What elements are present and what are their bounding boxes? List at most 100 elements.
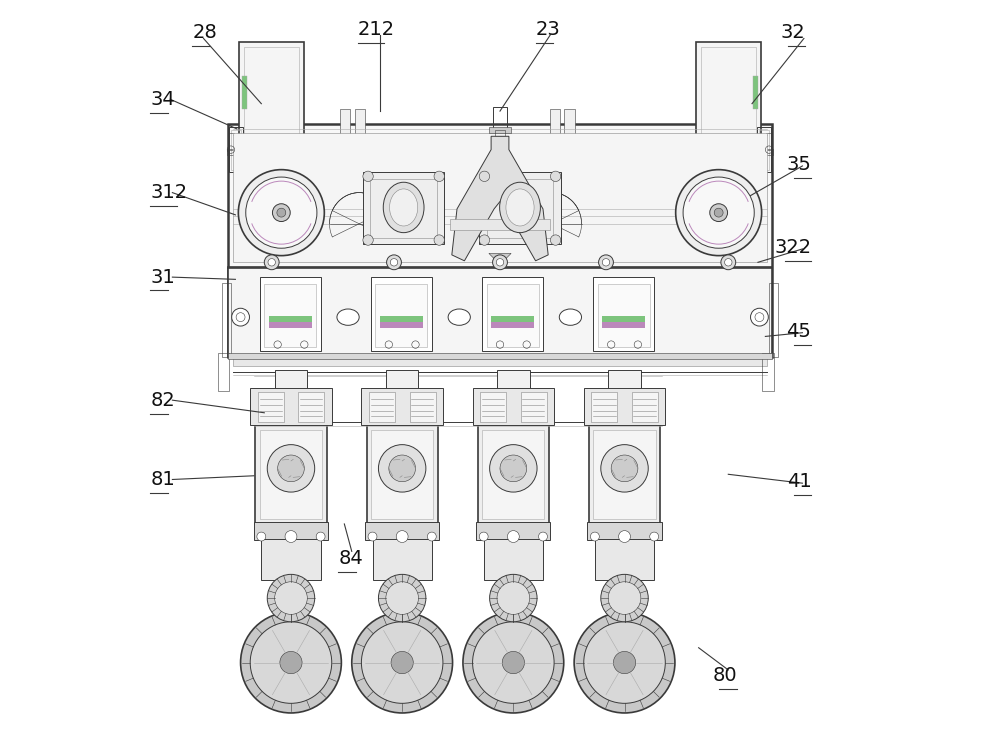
Bar bbox=[769, 283, 778, 357]
Text: 45: 45 bbox=[786, 321, 811, 341]
Bar bbox=[479, 172, 561, 244]
Bar bbox=[340, 109, 350, 150]
Circle shape bbox=[250, 622, 332, 703]
Bar bbox=[584, 388, 665, 426]
Bar bbox=[593, 430, 656, 519]
Bar bbox=[591, 392, 617, 422]
Bar bbox=[228, 133, 234, 150]
Bar bbox=[480, 392, 506, 422]
Bar bbox=[242, 75, 247, 109]
Text: 322: 322 bbox=[774, 238, 811, 257]
Bar bbox=[549, 146, 586, 153]
Circle shape bbox=[601, 574, 648, 622]
Circle shape bbox=[601, 445, 648, 492]
Circle shape bbox=[574, 612, 675, 713]
Bar bbox=[757, 127, 771, 172]
Circle shape bbox=[497, 582, 530, 615]
Bar bbox=[595, 539, 654, 580]
Bar bbox=[261, 539, 321, 580]
Text: 35: 35 bbox=[786, 155, 811, 174]
Circle shape bbox=[386, 582, 418, 615]
Bar bbox=[339, 146, 376, 153]
Circle shape bbox=[507, 530, 519, 542]
Bar bbox=[632, 392, 658, 422]
Circle shape bbox=[613, 652, 636, 673]
Bar bbox=[602, 315, 645, 321]
Bar bbox=[753, 75, 758, 109]
Circle shape bbox=[368, 532, 377, 541]
Circle shape bbox=[479, 532, 488, 541]
Bar bbox=[450, 219, 550, 230]
Bar bbox=[239, 42, 304, 150]
Text: 80: 80 bbox=[713, 667, 737, 685]
Circle shape bbox=[316, 532, 325, 541]
Bar bbox=[269, 315, 312, 321]
Bar bbox=[264, 283, 316, 347]
Circle shape bbox=[378, 574, 426, 622]
Bar bbox=[589, 422, 660, 524]
Circle shape bbox=[725, 259, 732, 266]
Circle shape bbox=[550, 235, 561, 246]
Circle shape bbox=[378, 445, 426, 492]
Bar bbox=[260, 277, 321, 351]
Bar bbox=[380, 322, 423, 327]
Circle shape bbox=[434, 171, 444, 182]
Bar bbox=[696, 42, 761, 150]
Bar bbox=[244, 48, 299, 144]
Bar bbox=[491, 315, 534, 321]
Text: 41: 41 bbox=[787, 472, 811, 491]
Bar bbox=[231, 129, 241, 170]
Text: 23: 23 bbox=[536, 20, 560, 39]
Bar bbox=[242, 75, 247, 109]
Ellipse shape bbox=[337, 309, 359, 325]
Circle shape bbox=[361, 622, 443, 703]
Circle shape bbox=[599, 255, 613, 270]
Bar bbox=[380, 315, 423, 321]
Bar bbox=[473, 388, 554, 426]
Bar bbox=[365, 522, 439, 540]
Circle shape bbox=[479, 235, 490, 246]
Text: 28: 28 bbox=[192, 23, 217, 42]
Circle shape bbox=[246, 177, 317, 248]
Circle shape bbox=[751, 308, 768, 326]
Circle shape bbox=[387, 255, 401, 270]
Circle shape bbox=[363, 171, 373, 182]
Bar bbox=[476, 522, 550, 540]
Bar bbox=[493, 106, 507, 129]
Bar bbox=[355, 109, 365, 150]
Circle shape bbox=[502, 652, 524, 673]
Bar bbox=[349, 151, 367, 158]
Bar bbox=[386, 370, 418, 391]
Circle shape bbox=[490, 445, 537, 492]
Ellipse shape bbox=[559, 309, 582, 325]
Bar bbox=[587, 522, 662, 540]
Circle shape bbox=[500, 455, 527, 481]
Circle shape bbox=[267, 445, 315, 492]
Bar bbox=[559, 151, 576, 158]
Circle shape bbox=[496, 259, 504, 266]
Circle shape bbox=[352, 612, 453, 713]
Circle shape bbox=[493, 255, 507, 270]
Circle shape bbox=[714, 208, 723, 217]
Ellipse shape bbox=[506, 189, 534, 226]
Circle shape bbox=[676, 170, 762, 256]
Circle shape bbox=[241, 612, 341, 713]
Bar bbox=[370, 179, 437, 238]
Circle shape bbox=[721, 255, 736, 270]
Text: 84: 84 bbox=[338, 549, 363, 568]
Bar bbox=[602, 322, 645, 327]
Bar bbox=[598, 283, 650, 347]
Polygon shape bbox=[489, 254, 511, 265]
Bar bbox=[233, 354, 767, 366]
Bar bbox=[497, 370, 530, 391]
Circle shape bbox=[277, 208, 286, 217]
Bar bbox=[759, 129, 769, 170]
Bar bbox=[229, 127, 243, 172]
Circle shape bbox=[238, 170, 324, 256]
Circle shape bbox=[232, 308, 249, 326]
Bar bbox=[250, 388, 332, 426]
Circle shape bbox=[434, 235, 444, 246]
Circle shape bbox=[427, 532, 436, 541]
Text: 81: 81 bbox=[150, 470, 175, 489]
Ellipse shape bbox=[500, 182, 540, 233]
